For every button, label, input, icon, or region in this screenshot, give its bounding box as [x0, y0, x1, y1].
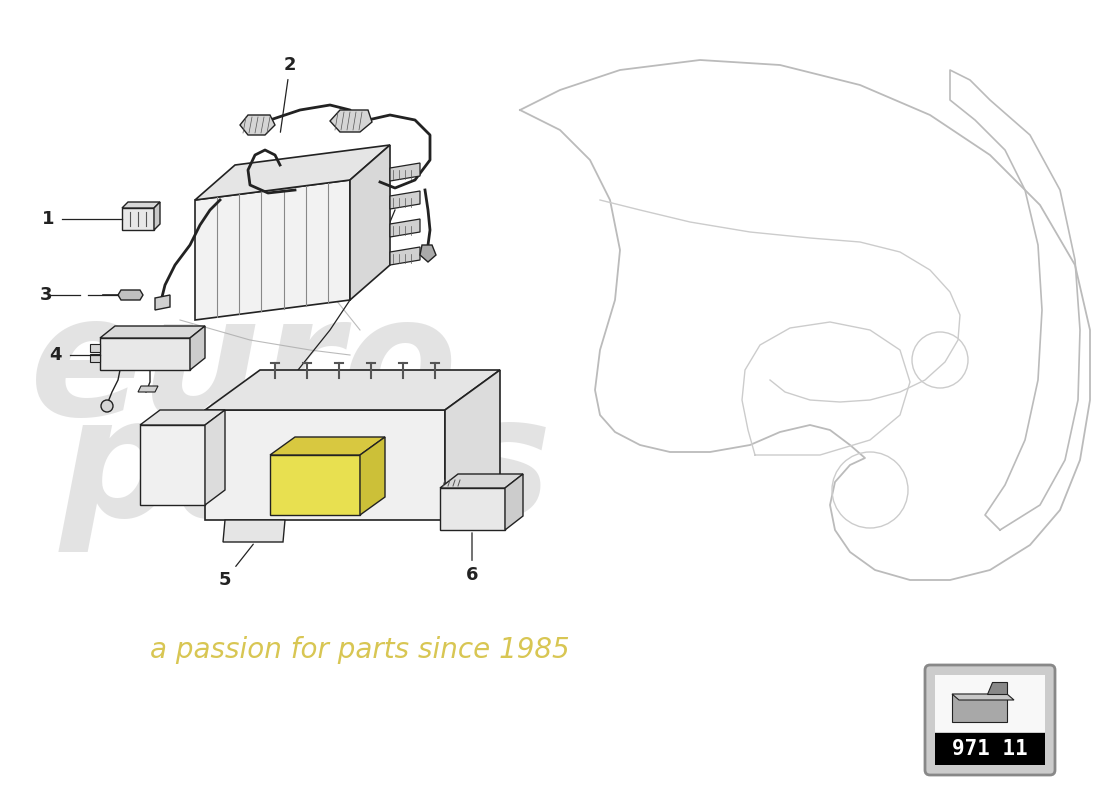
Polygon shape: [190, 326, 205, 370]
Polygon shape: [446, 370, 501, 520]
Circle shape: [101, 400, 113, 412]
Polygon shape: [505, 474, 522, 530]
Polygon shape: [223, 520, 285, 542]
Polygon shape: [118, 290, 143, 300]
Text: 971 11: 971 11: [953, 739, 1027, 759]
Polygon shape: [952, 694, 1014, 700]
Polygon shape: [350, 145, 390, 300]
Polygon shape: [390, 163, 420, 181]
Polygon shape: [440, 474, 522, 488]
Text: a passion for parts since 1985: a passion for parts since 1985: [150, 636, 570, 664]
Polygon shape: [270, 455, 360, 515]
Polygon shape: [360, 437, 385, 515]
Polygon shape: [195, 145, 390, 200]
Polygon shape: [205, 410, 446, 520]
Polygon shape: [90, 354, 100, 362]
Polygon shape: [205, 410, 225, 505]
Polygon shape: [440, 488, 505, 530]
Polygon shape: [138, 386, 158, 392]
Polygon shape: [952, 694, 1006, 722]
Polygon shape: [90, 344, 100, 352]
FancyBboxPatch shape: [935, 675, 1045, 732]
Polygon shape: [195, 180, 350, 320]
Polygon shape: [140, 410, 225, 425]
Polygon shape: [205, 370, 500, 410]
Polygon shape: [155, 295, 170, 310]
Polygon shape: [100, 338, 190, 370]
Text: 2: 2: [280, 56, 296, 132]
Text: 4: 4: [50, 346, 62, 364]
Polygon shape: [240, 115, 275, 135]
Polygon shape: [122, 202, 160, 208]
Polygon shape: [100, 326, 205, 338]
Polygon shape: [140, 425, 205, 505]
FancyBboxPatch shape: [935, 733, 1045, 765]
Polygon shape: [154, 202, 160, 230]
Text: 1: 1: [42, 210, 54, 228]
Text: 6: 6: [465, 533, 478, 584]
Polygon shape: [390, 191, 420, 209]
Polygon shape: [420, 245, 436, 262]
FancyBboxPatch shape: [925, 665, 1055, 775]
Polygon shape: [987, 682, 1007, 694]
Polygon shape: [330, 110, 372, 132]
Polygon shape: [270, 437, 385, 455]
Polygon shape: [390, 219, 420, 237]
Polygon shape: [122, 208, 154, 230]
Polygon shape: [390, 247, 420, 265]
Text: euro: euro: [30, 289, 459, 451]
Text: 3: 3: [40, 286, 53, 304]
Text: 5: 5: [219, 544, 253, 589]
Text: parts: parts: [60, 389, 552, 551]
